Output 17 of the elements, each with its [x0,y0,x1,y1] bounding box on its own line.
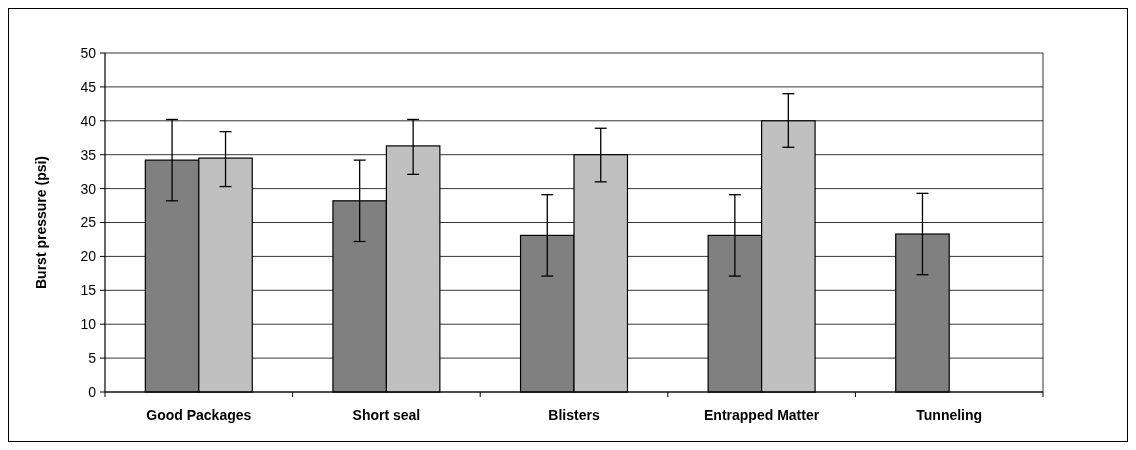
y-tick-label: 45 [80,78,97,95]
x-tick-label: Entrapped Matter [704,407,820,423]
y-tick-label: 40 [80,112,97,129]
y-tick-label: 20 [80,248,97,265]
y-tick-label: 5 [88,350,97,366]
y-tick-label: 35 [80,146,97,163]
x-tick-label: Tunneling [916,407,983,423]
x-tick-label: Good Packages [146,407,252,423]
y-tick-label: 10 [80,316,97,333]
y-axis-title: Burst pressure (psi) [33,155,49,290]
y-tick-label: 15 [80,282,97,299]
y-tick-label: 0 [88,383,97,400]
y-tick-label: 50 [80,44,97,61]
y-tick-label: 25 [80,214,97,231]
y-tick-label: 30 [80,180,97,197]
x-tick-label: Blisters [548,407,600,423]
x-tick-label: Short seal [352,407,421,423]
